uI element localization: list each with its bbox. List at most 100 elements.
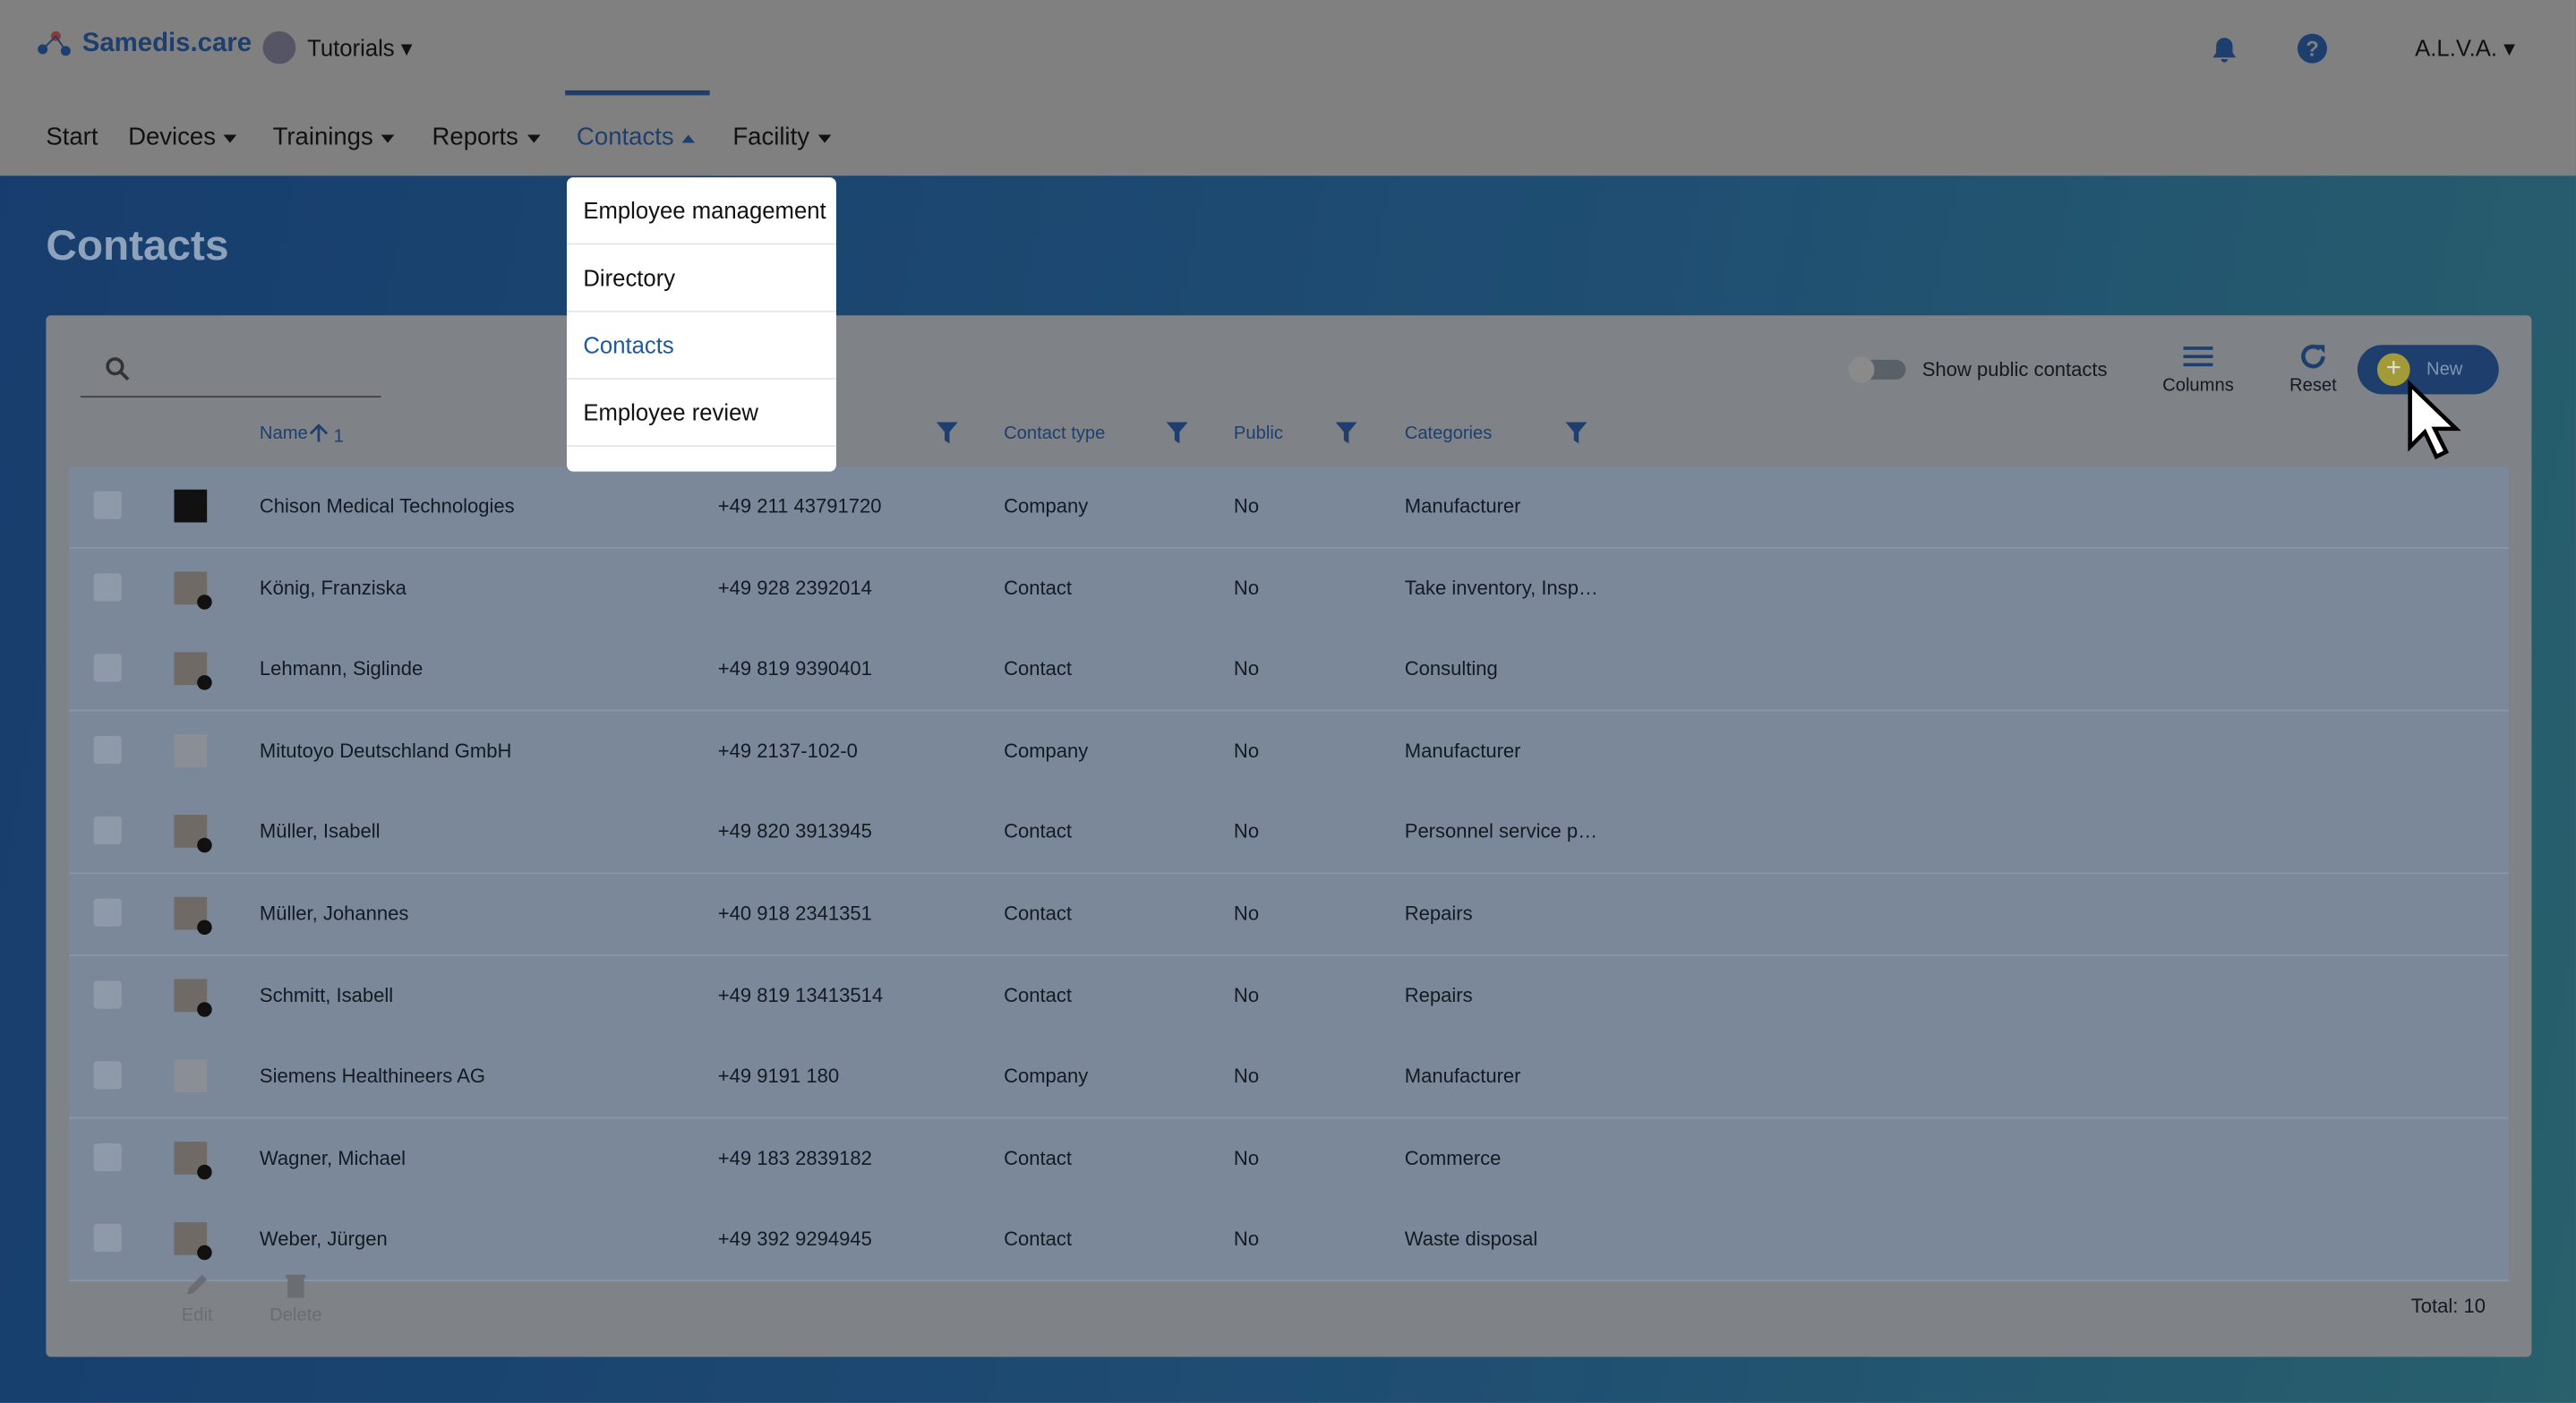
svg-text:?: ? <box>2306 37 2319 61</box>
nav-item[interactable]: Start <box>46 124 98 151</box>
cell: No <box>1233 576 1260 599</box>
search-field[interactable] <box>80 396 381 398</box>
mouse-cursor <box>2408 379 2461 460</box>
cell: Manufacturer <box>1404 1065 1521 1088</box>
filter-icon[interactable] <box>936 422 958 444</box>
tenant-selector[interactable]: Tutorials ▾ <box>307 34 413 61</box>
status-dot <box>197 594 212 609</box>
table-row[interactable]: Weber, Jürgen +49 392 9294945 Contact No Was… <box>69 1200 2509 1282</box>
table-card: Show public contacts Columns Reset + New… <box>46 315 2532 1357</box>
cell: Consulting <box>1404 657 1498 680</box>
filter-icon[interactable] <box>1565 422 1588 444</box>
chevron <box>224 133 237 142</box>
edit-button[interactable]: Edit <box>181 1305 213 1326</box>
new-icon: + <box>2376 353 2410 387</box>
cell: Mitutoyo Deutschland GmbH <box>259 739 512 762</box>
cell: Contact <box>1004 902 1072 925</box>
checkbox[interactable] <box>93 654 122 682</box>
table-row[interactable]: Müller, Isabell +49 820 3913945 Contact No P… <box>69 792 2509 875</box>
dropdown-menu: Employee management Directory Contacts Empl… <box>567 177 836 472</box>
chevron <box>526 133 540 142</box>
table-row[interactable]: Müller, Johannes +40 918 2341351 Contact No… <box>69 874 2509 956</box>
column-header[interactable]: Name <box>259 423 308 444</box>
tenant-icon <box>262 30 296 64</box>
menu-item[interactable]: Contacts <box>567 312 836 380</box>
table-row[interactable]: Wagner, Michael +49 183 2839182 Contact No C… <box>69 1118 2509 1201</box>
avatar <box>174 1222 212 1262</box>
nav-item[interactable]: Contacts <box>577 123 696 151</box>
table-row[interactable]: Schmitt, Isabell +49 819 13413514 Contact N… <box>69 955 2509 1038</box>
column-header[interactable]: Public <box>1233 423 1283 444</box>
delete-icon <box>286 1274 306 1298</box>
notifications[interactable] <box>2210 35 2239 64</box>
table-row[interactable]: Lehmann, Siglinde +49 819 9390401 Contact N… <box>69 629 2509 712</box>
nav-label: Trainings <box>272 123 373 151</box>
filter[interactable] <box>936 422 958 452</box>
cell: König, Franziska <box>259 576 407 599</box>
status-dot <box>197 920 212 936</box>
menu-item[interactable]: Employee review <box>567 380 836 448</box>
total-count: Total: 10 <box>2410 1294 2486 1318</box>
filter[interactable] <box>1335 422 1357 452</box>
checkbox[interactable] <box>93 1061 122 1090</box>
avatar <box>174 815 212 853</box>
columns-button[interactable]: Columns <box>2162 376 2234 397</box>
checkbox[interactable] <box>93 980 122 1008</box>
filter-icon[interactable] <box>1335 422 1357 444</box>
cell: Schmitt, Isabell <box>259 983 394 1006</box>
nav-item[interactable]: Devices <box>128 124 237 151</box>
menu-item[interactable]: Directory <box>567 244 836 312</box>
nav-item[interactable]: Facility <box>732 124 831 151</box>
new-button[interactable]: + New <box>2357 345 2499 395</box>
cell: Commerce <box>1404 1146 1502 1170</box>
avatar <box>174 652 212 690</box>
checkbox[interactable] <box>93 1142 122 1171</box>
toggle-label: Show public contacts <box>1921 357 2108 381</box>
reset-button[interactable]: Reset <box>2289 376 2337 397</box>
checkbox[interactable] <box>93 898 122 927</box>
chevron <box>381 133 395 142</box>
cell: Personnel service p… <box>1404 820 1598 843</box>
checkbox[interactable] <box>93 735 122 764</box>
cell: Waste disposal <box>1404 1228 1538 1251</box>
cell: +49 183 2839182 <box>717 1146 872 1170</box>
filter[interactable] <box>1565 422 1588 452</box>
avatar <box>174 1059 208 1093</box>
filter[interactable] <box>1166 422 1188 452</box>
help[interactable]: ? <box>2297 33 2328 64</box>
table-row[interactable]: Siemens Healthineers AG +49 9191 180 Compa… <box>69 1037 2509 1119</box>
cell: Manufacturer <box>1404 494 1521 518</box>
nav-item[interactable]: Reports <box>432 124 540 151</box>
cell: Repairs <box>1404 983 1473 1006</box>
nav-item[interactable]: Trainings <box>273 124 395 151</box>
cell: Müller, Johannes <box>259 902 409 925</box>
cell: Siemens Healthineers AG <box>259 1065 486 1088</box>
user-menu[interactable]: A.L.V.A. ▾ <box>2415 34 2516 61</box>
cell: +49 819 13413514 <box>717 983 884 1006</box>
checkbox[interactable] <box>93 491 122 519</box>
table-row[interactable]: König, Franziska +49 928 2392014 Contact No… <box>69 548 2509 630</box>
search-icon <box>106 357 130 381</box>
delete-button[interactable]: Delete <box>270 1305 322 1326</box>
nav-label: Contacts <box>577 123 674 151</box>
checkbox[interactable] <box>93 572 122 601</box>
column-header[interactable]: Contact type <box>1004 423 1106 444</box>
checkbox[interactable] <box>93 817 122 845</box>
logo-text[interactable]: Samedis.care <box>81 30 252 58</box>
table-row[interactable]: Chison Medical Technologies +49 211 43791… <box>69 466 2509 549</box>
nav-label: Devices <box>128 123 217 151</box>
checkbox[interactable] <box>93 1224 122 1253</box>
table-row[interactable]: Mitutoyo Deutschland GmbH +49 2137-102-0 C… <box>69 711 2509 793</box>
menu-item[interactable]: Employee management <box>567 177 836 245</box>
cell: Company <box>1004 494 1089 518</box>
cell: Contact <box>1004 1146 1072 1170</box>
column-header[interactable]: Categories <box>1404 423 1493 444</box>
cell: Company <box>1004 739 1089 762</box>
columns-icon <box>2183 346 2213 367</box>
filter-icon[interactable] <box>1166 422 1188 444</box>
cell: Manufacturer <box>1404 739 1521 762</box>
cell: +49 392 9294945 <box>717 1228 872 1251</box>
page-title: Contacts <box>46 219 229 269</box>
